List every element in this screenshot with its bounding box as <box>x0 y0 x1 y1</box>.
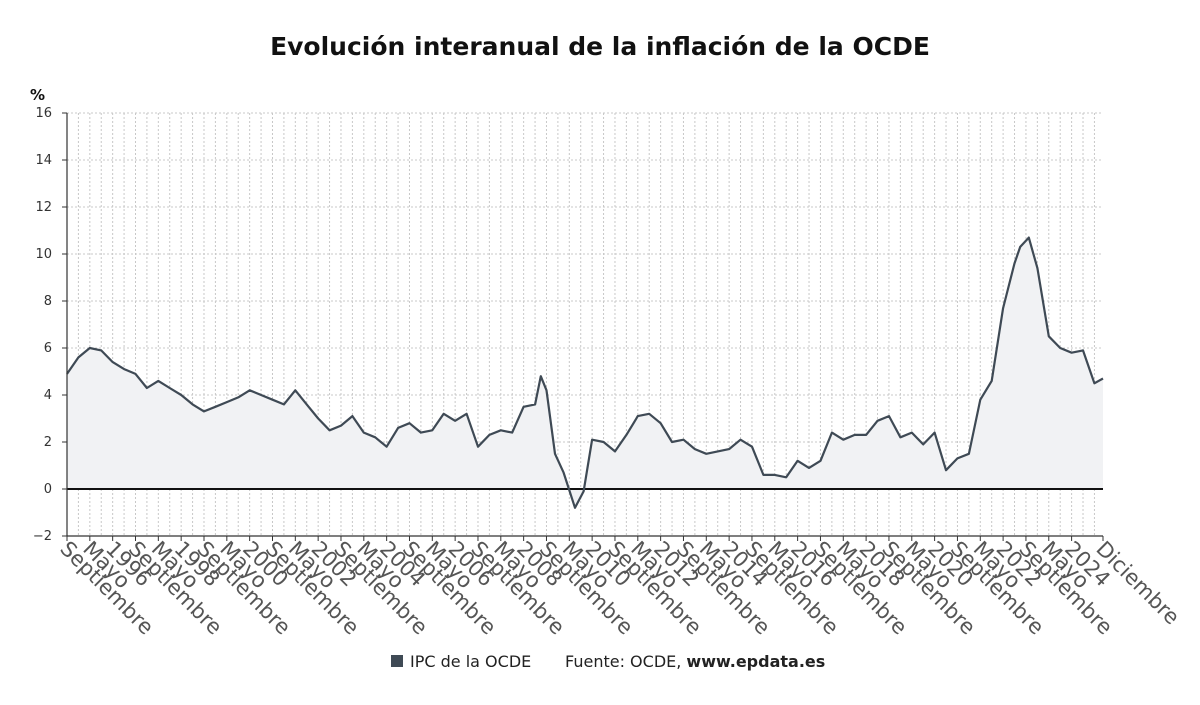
y-tick-label: 14 <box>35 153 52 168</box>
y-tick-label: 12 <box>35 200 52 215</box>
series-area <box>66 236 1104 509</box>
legend-swatch <box>391 655 403 667</box>
y-tick-label: 10 <box>35 247 52 262</box>
y-unit-label: % <box>30 86 45 104</box>
series-line <box>66 236 1104 509</box>
y-tick-label: −2 <box>33 529 52 544</box>
y-tick-label: 4 <box>44 388 52 403</box>
y-tick-label: 16 <box>35 106 52 121</box>
axes <box>62 112 1104 541</box>
chart-title: Evolución interanual de la inflación de … <box>270 32 930 61</box>
y-tick-label: 8 <box>44 294 52 309</box>
legend-source-prefix: Fuente: OCDE, <box>565 652 686 671</box>
legend-source-site: www.epdata.es <box>686 652 825 671</box>
x-tick-labels: SeptiembreMayo1996SeptiembreMayo1998Sept… <box>55 537 1184 640</box>
legend-series-label: IPC de la OCDE <box>410 652 531 671</box>
y-tick-label: 6 <box>44 341 52 356</box>
y-tick-label: 0 <box>44 482 52 497</box>
y-tick-labels: 16 14 12 10 8 6 4 2 0 −2 <box>33 106 52 544</box>
y-tick-label: 2 <box>44 435 52 450</box>
legend-source: Fuente: OCDE, www.epdata.es <box>565 652 825 671</box>
legend: IPC de la OCDE Fuente: OCDE, www.epdata.… <box>391 652 825 671</box>
